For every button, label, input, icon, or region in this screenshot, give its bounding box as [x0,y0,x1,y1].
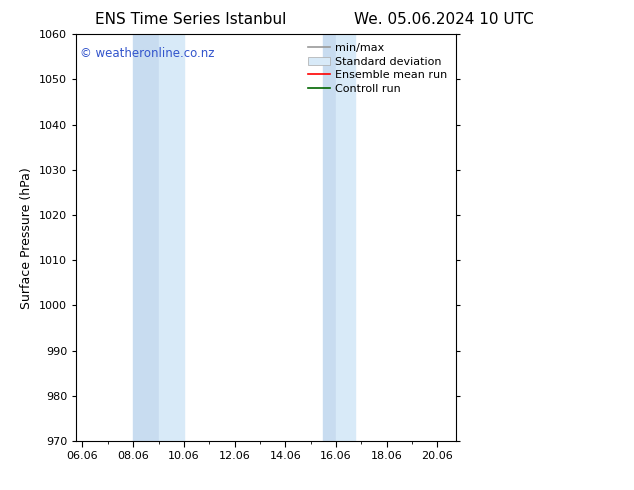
Bar [158,34,184,441]
Text: © weatheronline.co.nz: © weatheronline.co.nz [80,47,214,59]
Bar [323,34,336,441]
Bar [336,34,355,441]
Text: ENS Time Series Istanbul: ENS Time Series Istanbul [94,12,286,27]
Y-axis label: Surface Pressure (hPa): Surface Pressure (hPa) [20,167,34,309]
Legend: min/max, Standard deviation, Ensemble mean run, Controll run: min/max, Standard deviation, Ensemble me… [304,40,451,97]
Text: We. 05.06.2024 10 UTC: We. 05.06.2024 10 UTC [354,12,534,27]
Bar [133,34,158,441]
